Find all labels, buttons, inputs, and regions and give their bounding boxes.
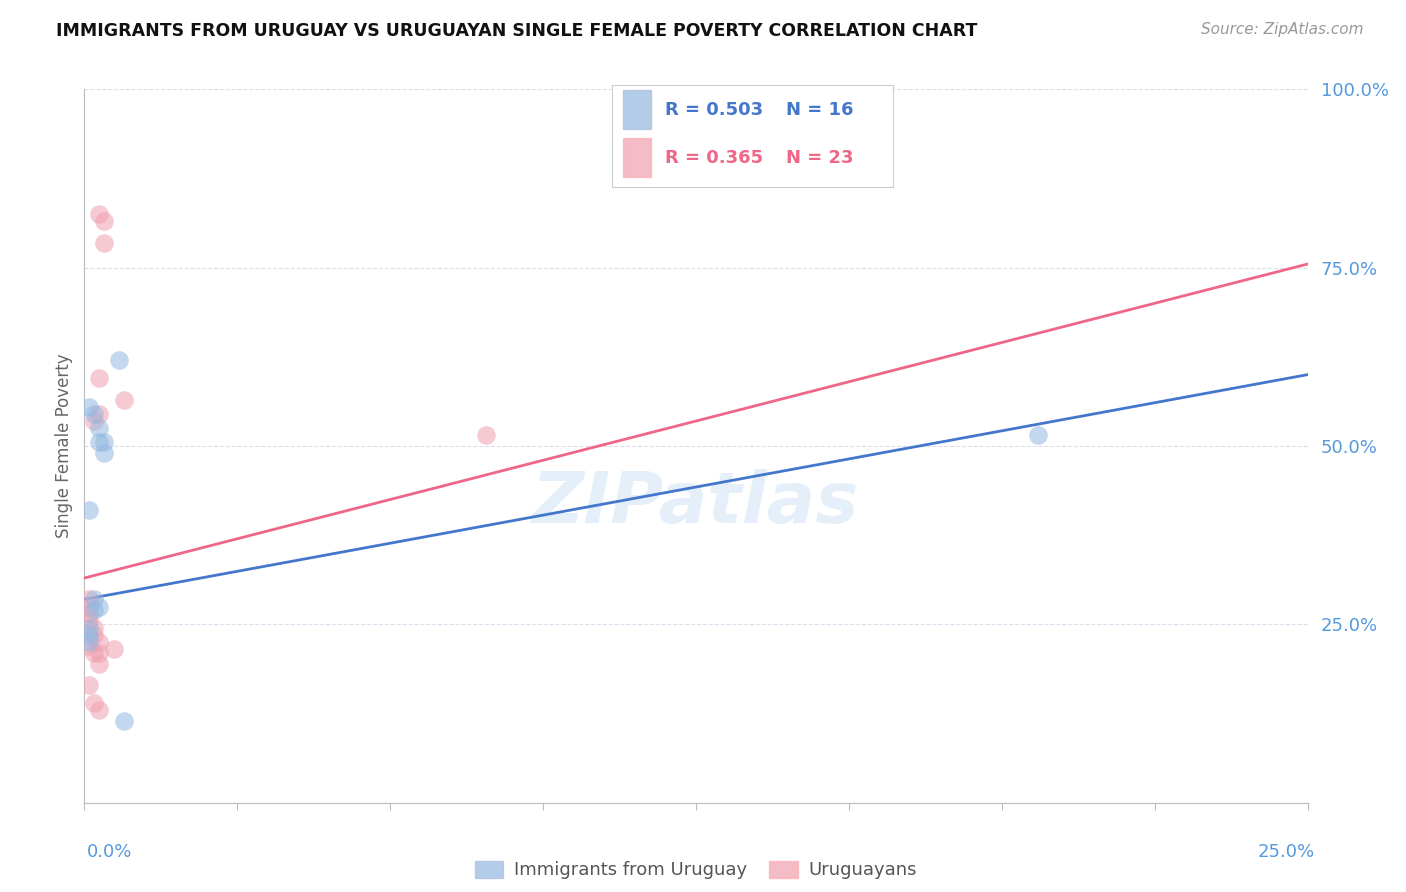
Text: 0.0%: 0.0% xyxy=(87,843,132,861)
Text: Source: ZipAtlas.com: Source: ZipAtlas.com xyxy=(1201,22,1364,37)
Point xyxy=(87,207,110,221)
Point xyxy=(77,599,100,614)
Point xyxy=(87,599,110,614)
Point xyxy=(93,235,115,250)
Point xyxy=(87,435,110,450)
Point xyxy=(87,371,110,385)
Legend: Immigrants from Uruguay, Uruguayans: Immigrants from Uruguay, Uruguayans xyxy=(467,854,925,887)
Text: N = 16: N = 16 xyxy=(786,101,853,119)
Point xyxy=(112,392,135,407)
Point xyxy=(93,446,115,460)
Text: ZIPatlas: ZIPatlas xyxy=(533,468,859,538)
Point xyxy=(87,646,110,660)
Point xyxy=(87,421,110,435)
Y-axis label: Single Female Poverty: Single Female Poverty xyxy=(55,354,73,538)
Point xyxy=(103,642,125,657)
Text: R = 0.503: R = 0.503 xyxy=(665,101,763,119)
Point xyxy=(1028,428,1050,442)
Text: 25.0%: 25.0% xyxy=(1257,843,1315,861)
Point xyxy=(77,621,100,635)
Point xyxy=(77,503,100,517)
Point xyxy=(83,603,105,617)
Point xyxy=(77,628,100,642)
Bar xyxy=(623,90,651,128)
Point xyxy=(77,614,100,628)
Point xyxy=(77,639,100,653)
Point xyxy=(77,678,100,692)
Point xyxy=(87,657,110,671)
Point xyxy=(87,703,110,717)
Point xyxy=(474,428,496,442)
Text: N = 23: N = 23 xyxy=(786,149,853,167)
Point xyxy=(83,407,105,421)
Point xyxy=(83,414,105,428)
Point xyxy=(93,214,115,228)
Point xyxy=(83,621,105,635)
Point xyxy=(77,592,100,607)
Point xyxy=(77,607,100,621)
Point xyxy=(112,714,135,728)
Point xyxy=(83,628,105,642)
Point xyxy=(87,635,110,649)
Point xyxy=(87,407,110,421)
Text: R = 0.365: R = 0.365 xyxy=(665,149,763,167)
Point xyxy=(83,592,105,607)
Point xyxy=(93,435,115,450)
Point xyxy=(77,635,100,649)
Point xyxy=(83,646,105,660)
Bar xyxy=(623,138,651,177)
Text: IMMIGRANTS FROM URUGUAY VS URUGUAYAN SINGLE FEMALE POVERTY CORRELATION CHART: IMMIGRANTS FROM URUGUAY VS URUGUAYAN SIN… xyxy=(56,22,977,40)
Point xyxy=(83,696,105,710)
Point xyxy=(107,353,129,368)
Point xyxy=(77,400,100,414)
